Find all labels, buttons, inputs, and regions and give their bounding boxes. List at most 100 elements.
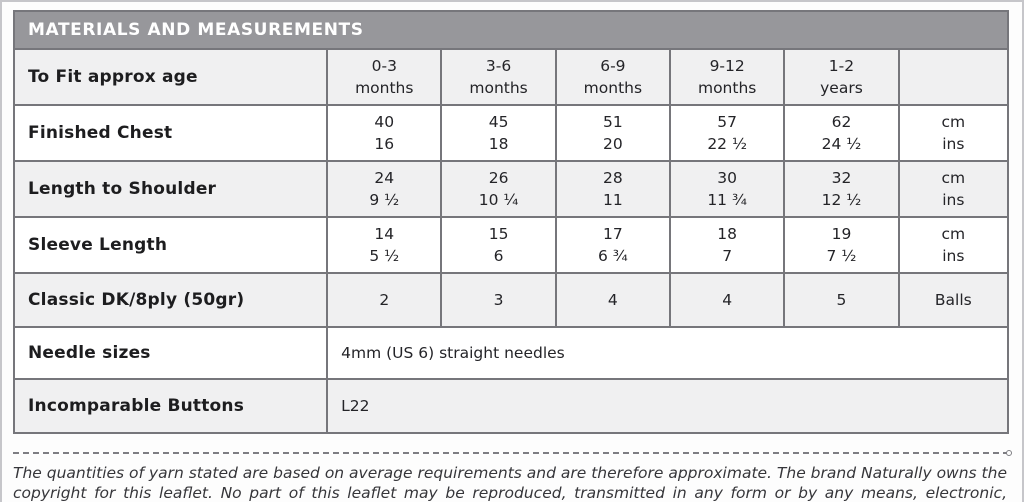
cell-line: cm [941, 169, 966, 187]
table-row-yarn: Classic DK/8ply (50gr) 2 3 4 4 5 Balls [12, 272, 1010, 328]
cell-line: 1-2 [828, 57, 855, 75]
measure-cell: 30 11 ¾ [669, 160, 786, 218]
measure-cell: 19 7 ½ [783, 216, 900, 274]
row-label: Length to Shoulder [12, 160, 329, 218]
measure-cell: 26 10 ¼ [440, 160, 557, 218]
cell-line: 16 [374, 135, 395, 153]
cell-line: 45 [488, 113, 509, 131]
age-cell: 9-12 months [669, 48, 786, 106]
cell-line: months [583, 79, 643, 97]
cell-line: cm [941, 113, 966, 131]
table-row-age: To Fit approx age 0-3 months 3-6 months … [12, 48, 1010, 106]
divider-end-dot [1006, 450, 1012, 456]
row-label: Incomparable Buttons [12, 378, 329, 434]
cell-line: ins [942, 135, 965, 153]
cell-line: months [469, 79, 528, 97]
cell-line: 30 [717, 169, 738, 187]
cell-line: 20 [603, 135, 623, 153]
table-title: MATERIALS AND MEASUREMENTS [13, 10, 1009, 50]
cell-line: 18 [717, 225, 738, 243]
cell-line: 15 [488, 225, 509, 243]
cell-line: 62 [831, 113, 852, 131]
table-title-row: MATERIALS AND MEASUREMENTS [13, 10, 1009, 50]
cell-line: 6 ¾ [597, 247, 628, 265]
row-label: Finished Chest [12, 104, 329, 162]
measure-cell: 14 5 ½ [326, 216, 443, 274]
unit-cell: Balls [897, 272, 1010, 328]
table-row-length-to-shoulder: Length to Shoulder 24 9 ½ 26 10 ¼ 28 11 … [12, 160, 1010, 218]
row-label: To Fit approx age [12, 48, 329, 106]
table-row-buttons: Incomparable Buttons L22 [12, 378, 1009, 434]
measure-cell: 15 6 [440, 216, 557, 274]
materials-table: MATERIALS AND MEASUREMENTS To Fit approx… [12, 10, 1010, 434]
cell-line: 9 ½ [369, 191, 400, 209]
table-row-finished-chest: Finished Chest 40 16 45 18 51 20 57 22 ½… [12, 104, 1010, 162]
cell-line: 24 [374, 169, 395, 187]
cell-line: months [355, 79, 414, 97]
age-cell: 0-3 months [326, 48, 443, 106]
age-cell: 6-9 months [554, 48, 672, 106]
cell-line: 12 ½ [821, 191, 862, 209]
measure-cell: 32 12 ½ [783, 160, 900, 218]
cell-line: 57 [717, 113, 738, 131]
cell-line: cm [941, 225, 966, 243]
age-cell: 3-6 months [440, 48, 557, 106]
cell-line: 24 ½ [821, 135, 862, 153]
cell-line: 26 [488, 169, 509, 187]
yarn-cell: 4 [554, 272, 672, 328]
measure-cell: 18 7 [669, 216, 786, 274]
unit-cell: cm ins [897, 160, 1010, 218]
cell-line: 40 [374, 113, 395, 131]
cell-line: 3-6 [485, 57, 512, 75]
cell-line: 19 [831, 225, 852, 243]
cell-line: 11 [603, 191, 623, 209]
cell-line: 6 [493, 247, 504, 265]
table-row-needles: Needle sizes 4mm (US 6) straight needles [12, 326, 1009, 380]
row-label: Classic DK/8ply (50gr) [12, 272, 329, 328]
cell-line: 7 ½ [826, 247, 857, 265]
cell-line: 5 ½ [369, 247, 400, 265]
measure-cell: 17 6 ¾ [554, 216, 672, 274]
cell-line: 18 [488, 135, 509, 153]
unit-cell-empty [897, 48, 1010, 106]
cell-line: 6-9 [600, 57, 626, 75]
unit-cell: cm ins [897, 104, 1010, 162]
cell-line: months [697, 79, 757, 97]
cell-line: 17 [603, 225, 623, 243]
footer-note: The quantities of yarn stated are based … [13, 463, 1009, 502]
cell-line: 28 [603, 169, 623, 187]
yarn-cell: 4 [669, 272, 786, 328]
cell-line: 10 ¼ [478, 191, 519, 209]
table-row-sleeve-length: Sleeve Length 14 5 ½ 15 6 17 6 ¾ 18 7 19… [12, 216, 1010, 274]
needle-size-value: 4mm (US 6) straight needles [326, 326, 1009, 380]
cell-line: ins [942, 247, 965, 265]
dashed-divider [13, 450, 1012, 456]
measure-cell: 40 16 [326, 104, 443, 162]
cell-line: 11 ¾ [707, 191, 747, 209]
measure-cell: 62 24 ½ [783, 104, 900, 162]
row-label: Sleeve Length [12, 216, 329, 274]
yarn-cell: 5 [783, 272, 900, 328]
measure-cell: 28 11 [554, 160, 672, 218]
cell-line: 32 [831, 169, 852, 187]
cell-line: 9-12 [709, 57, 745, 75]
cell-line: 22 ½ [707, 135, 747, 153]
cell-line: 51 [603, 113, 623, 131]
cell-line: 7 [722, 247, 733, 265]
cell-line: 14 [374, 225, 395, 243]
measure-cell: 57 22 ½ [669, 104, 786, 162]
cell-line: ins [942, 191, 965, 209]
cell-line: 0-3 [371, 57, 397, 75]
measure-cell: 45 18 [440, 104, 557, 162]
age-cell: 1-2 years [783, 48, 900, 106]
yarn-cell: 2 [326, 272, 443, 328]
disclaimer-text: The quantities of yarn stated are based … [13, 464, 1007, 502]
row-label: Needle sizes [12, 326, 329, 380]
buttons-value: L22 [326, 378, 1009, 434]
measure-cell: 51 20 [554, 104, 672, 162]
cell-line: years [820, 79, 863, 97]
measure-cell: 24 9 ½ [326, 160, 443, 218]
unit-cell: cm ins [897, 216, 1010, 274]
yarn-cell: 3 [440, 272, 557, 328]
